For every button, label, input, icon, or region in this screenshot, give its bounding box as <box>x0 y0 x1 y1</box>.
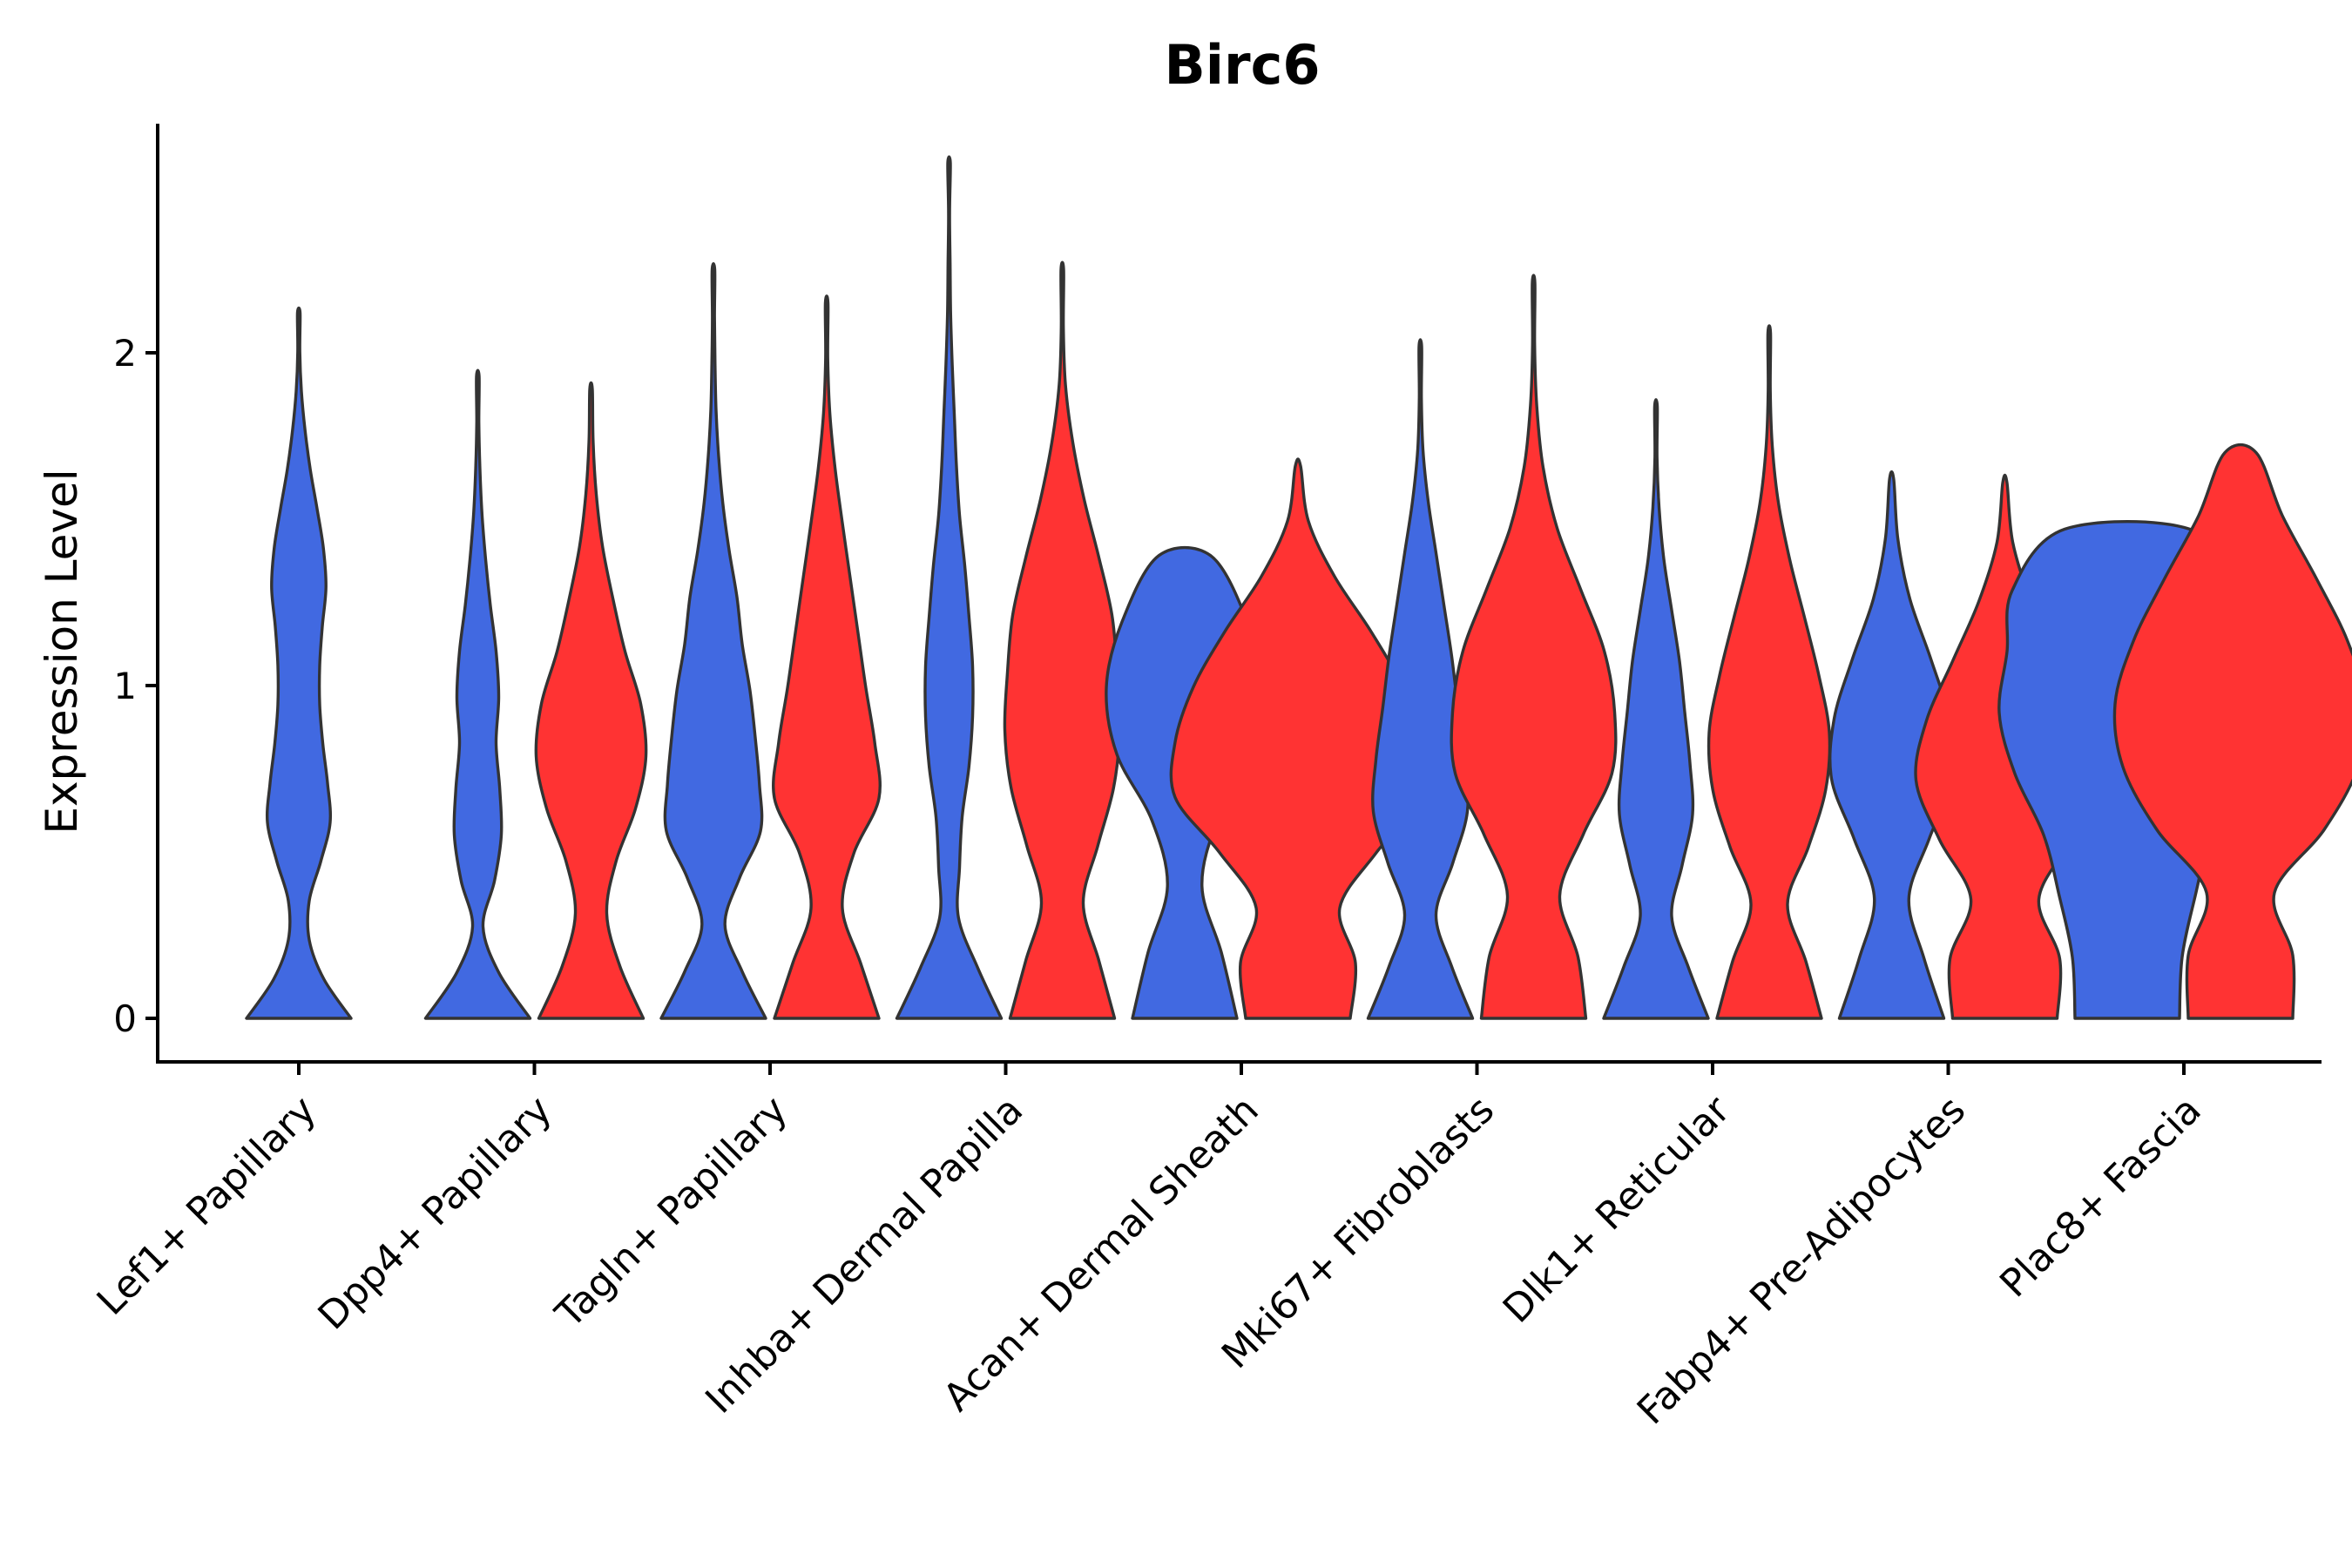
y-axis-label: Expression Level <box>37 469 87 834</box>
violin-group-2 <box>534 381 648 1020</box>
violin-group-1 <box>423 368 532 1020</box>
violins-layer <box>245 155 2352 1020</box>
x-tick-label: Dlk1+ Reticular <box>1495 1087 1740 1332</box>
axes-layer <box>156 124 2322 1064</box>
violin-group-1 <box>1828 470 1955 1020</box>
y-ticks: 0 1 2 <box>113 332 158 1040</box>
violin-group-2 <box>1707 324 1832 1020</box>
violin-group-1 <box>245 306 353 1020</box>
violin-group-2 <box>1003 260 1122 1020</box>
x-tick-label: Tagln+ Papillary <box>547 1088 796 1337</box>
x-tick-label: Plac8+ Fascia <box>1991 1088 2210 1307</box>
y-tick-label: 1 <box>113 665 137 707</box>
y-tick-label: 2 <box>113 332 137 375</box>
violin-group-2 <box>2112 443 2352 1020</box>
y-tick-label: 0 <box>113 997 137 1040</box>
violin-group-1 <box>895 155 1004 1020</box>
chart-title: Birc6 <box>1165 33 1321 97</box>
x-tick-label: Lef1+ Papillary <box>89 1088 325 1324</box>
violin-group-2 <box>1450 274 1618 1020</box>
x-tick-label: Mki67+ Fibroblasts <box>1213 1088 1503 1377</box>
violin-group-1 <box>1602 398 1710 1020</box>
x-tick-label: Dpp4+ Papillary <box>310 1088 561 1339</box>
violin-group-2 <box>772 294 882 1020</box>
violin-group-1 <box>659 262 767 1020</box>
